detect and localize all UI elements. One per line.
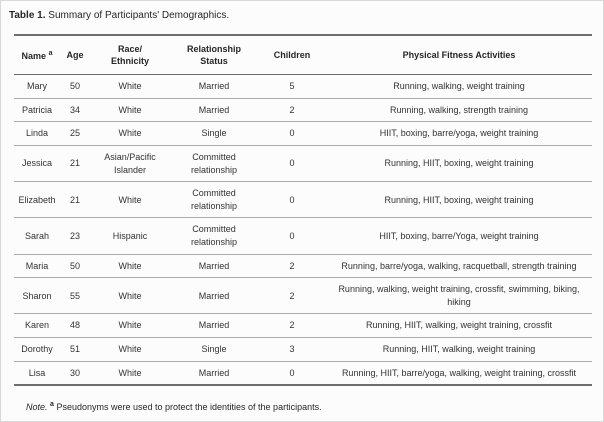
cell-activities: Running, barre/yoga, walking, racquetbal…	[326, 254, 592, 279]
cell-name: Karen	[14, 313, 60, 338]
cell-children: 0	[289, 367, 295, 378]
cell-race: White	[90, 254, 170, 279]
cell-age: 51	[60, 337, 90, 362]
cell-age: 30	[69, 367, 80, 378]
cell-relationship: Married	[170, 74, 258, 99]
cell-race: White	[90, 98, 170, 123]
cell-age: 55	[60, 277, 90, 315]
cell-name: Mary	[14, 74, 60, 99]
cell-children: 3	[258, 337, 326, 362]
cell-activities: Running, walking, strength training	[326, 98, 592, 123]
cell-relationship: Married	[170, 98, 258, 123]
cell-race: Asian/Pacific Islander	[90, 145, 170, 183]
cell-age: 21	[60, 145, 90, 183]
cell-race: Hispanic	[90, 217, 170, 255]
table-body: Mary 50 White Married 5 Running, walking, wei…	[14, 74, 592, 385]
cell-activities: HIIT, boxing, barre/yoga, weight trainin…	[326, 121, 592, 147]
cell-activities: Running, HIIT, boxing, weight training	[326, 181, 592, 219]
cell-relationship: Single	[170, 121, 258, 147]
cell-children: 2	[258, 313, 326, 338]
cell-age: 48	[60, 313, 90, 338]
table-note: Note. a Pseudonyms were used to protect …	[26, 399, 603, 413]
table-caption: Summary of Participants' Demographics.	[45, 10, 230, 21]
cell-age: 21	[60, 181, 90, 219]
table-number: Table 1.	[9, 10, 46, 21]
cell-relationship: Committed relationship	[170, 181, 258, 219]
cell-activities: Running, HIIT, walking, weight training	[326, 337, 592, 362]
note-label: Note.	[26, 402, 48, 413]
table-row: Elizabeth 21 White Committed relationship 0 R…	[14, 181, 592, 219]
cell-age: 34	[60, 98, 90, 123]
cell-name: Dorothy	[14, 337, 60, 362]
cell-relationship: Married	[170, 313, 258, 338]
cell-activities: HIIT, boxing, barre/Yoga, weight trainin…	[326, 217, 592, 255]
header-row: Name a Age Race/ Ethnicity Relationship Sta…	[14, 35, 592, 76]
cell-relationship: Single	[170, 337, 258, 362]
cell-race: White	[90, 74, 170, 99]
table-row: Patricia 34 White Married 2 Running, walking,…	[14, 98, 592, 123]
cell-children: 2	[258, 277, 326, 315]
column-header-activities: Physical Fitness Activities	[326, 35, 592, 76]
cell-activities: Running, HIIT, barre/yoga, walking, weig…	[341, 367, 577, 378]
table-row: Linda 25 White Single 0 HIIT, boxing, barre/y…	[14, 121, 592, 147]
cell-race: White	[90, 337, 170, 362]
cell-children: 0	[258, 217, 326, 255]
table-row: Mary 50 White Married 5 Running, walking, wei…	[14, 74, 592, 99]
table-row: Lisa 30 White Married 0 Running, HIIT, barre/…	[14, 361, 592, 385]
cell-name: Sarah	[14, 217, 60, 255]
table-row: Karen 48 White Married 2 Running, HIIT, walki…	[14, 313, 592, 338]
cell-children: 2	[258, 98, 326, 123]
column-header-age: Age	[60, 35, 90, 76]
cell-age: 50	[60, 74, 90, 99]
cell-activities: Running, walking, weight training	[326, 74, 592, 99]
cell-name: Linda	[14, 121, 60, 147]
table-row: Sharon 55 White Married 2 Running, walking, w…	[14, 277, 592, 315]
cell-name: Jessica	[14, 145, 60, 183]
cell-name: Patricia	[14, 98, 60, 123]
cell-age: 23	[60, 217, 90, 255]
cell-race: White	[90, 313, 170, 338]
cell-activities: Running, walking, weight training, cross…	[326, 277, 592, 315]
cell-activities: Running, HIIT, boxing, weight training	[326, 145, 592, 183]
cell-race: White	[118, 367, 142, 378]
cell-children: 0	[258, 121, 326, 147]
table-title: Table 1. Summary of Participants' Demogr…	[1, 1, 603, 22]
cell-race: White	[90, 277, 170, 315]
cell-relationship: Committed relationship	[170, 217, 258, 255]
cell-relationship: Committed relationship	[170, 145, 258, 183]
cell-relationship: Married	[198, 367, 230, 378]
cell-name: Lisa	[28, 367, 46, 378]
table-row: Sarah 23 Hispanic Committed relationship 0 HI…	[14, 217, 592, 255]
cell-age: 25	[60, 121, 90, 147]
demographics-table: Name a Age Race/ Ethnicity Relationship Sta…	[14, 34, 592, 387]
cell-children: 0	[258, 181, 326, 219]
cell-age: 50	[60, 254, 90, 279]
cell-children: 5	[258, 74, 326, 99]
column-header-name: Name a	[14, 35, 60, 76]
cell-children: 0	[258, 145, 326, 183]
note-text: Pseudonyms were used to protect the iden…	[53, 402, 322, 413]
cell-race: White	[90, 181, 170, 219]
cell-name: Maria	[14, 254, 60, 279]
cell-children: 2	[258, 254, 326, 279]
column-header-race: Race/ Ethnicity	[90, 35, 170, 76]
table-header: Name a Age Race/ Ethnicity Relationship Sta…	[14, 35, 592, 76]
column-header-relationship: Relationship Status	[170, 35, 258, 76]
cell-relationship: Married	[170, 254, 258, 279]
table-row: Dorothy 51 White Single 3 Running, HIIT, walk…	[14, 337, 592, 362]
cell-relationship: Married	[170, 277, 258, 315]
cell-name: Sharon	[14, 277, 60, 315]
note-marker: a	[50, 401, 54, 409]
table-row: Maria 50 White Married 2 Running, barre/yoga,…	[14, 254, 592, 279]
cell-activities: Running, HIIT, walking, weight training,…	[326, 313, 592, 338]
cell-name: Elizabeth	[14, 181, 60, 219]
cell-race: White	[90, 121, 170, 147]
table-row: Jessica 21 Asian/Pacific Islander Committed…	[14, 145, 592, 183]
column-header-children: Children	[258, 35, 326, 76]
